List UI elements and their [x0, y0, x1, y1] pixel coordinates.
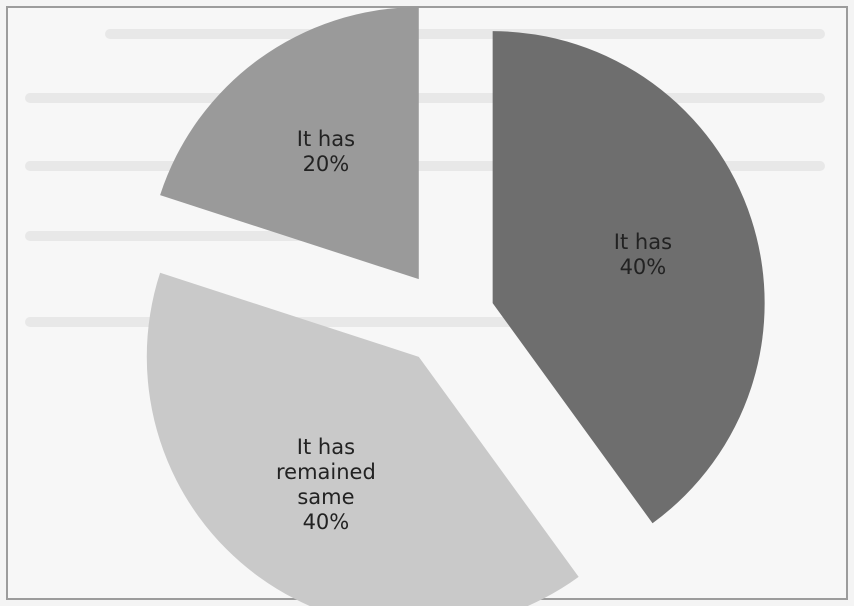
slice-category-label: remained: [276, 460, 376, 484]
slice-label-2: It has remained same 40%: [276, 435, 376, 534]
slice-value-label: 20%: [303, 152, 350, 176]
slice-category-label: It has: [297, 127, 355, 151]
slice-category-label: It has: [297, 435, 355, 459]
slice-category-label: same: [297, 485, 354, 509]
pie-slice-1: [492, 31, 765, 524]
slice-value-label: 40%: [620, 255, 667, 279]
slice-label-1: It has 40%: [614, 230, 672, 279]
slice-category-label: It has: [614, 230, 672, 254]
pie-slice-3: [160, 7, 419, 280]
slice-value-label: 40%: [303, 510, 350, 534]
slice-label-3: It has 20%: [297, 127, 355, 176]
pie-slice-2: [146, 272, 579, 606]
